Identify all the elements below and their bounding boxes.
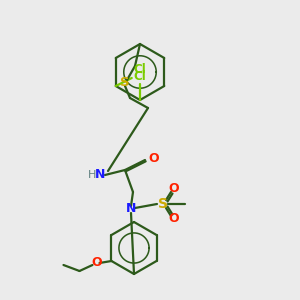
Text: H: H: [88, 170, 96, 180]
Text: Cl: Cl: [134, 63, 146, 76]
Text: N: N: [126, 202, 136, 214]
Text: O: O: [169, 182, 179, 196]
Text: N: N: [95, 169, 105, 182]
Text: O: O: [169, 212, 179, 226]
Text: Cl: Cl: [134, 70, 146, 83]
Text: S: S: [120, 76, 130, 88]
Text: O: O: [91, 256, 102, 269]
Text: O: O: [148, 152, 159, 164]
Text: S: S: [158, 197, 168, 211]
